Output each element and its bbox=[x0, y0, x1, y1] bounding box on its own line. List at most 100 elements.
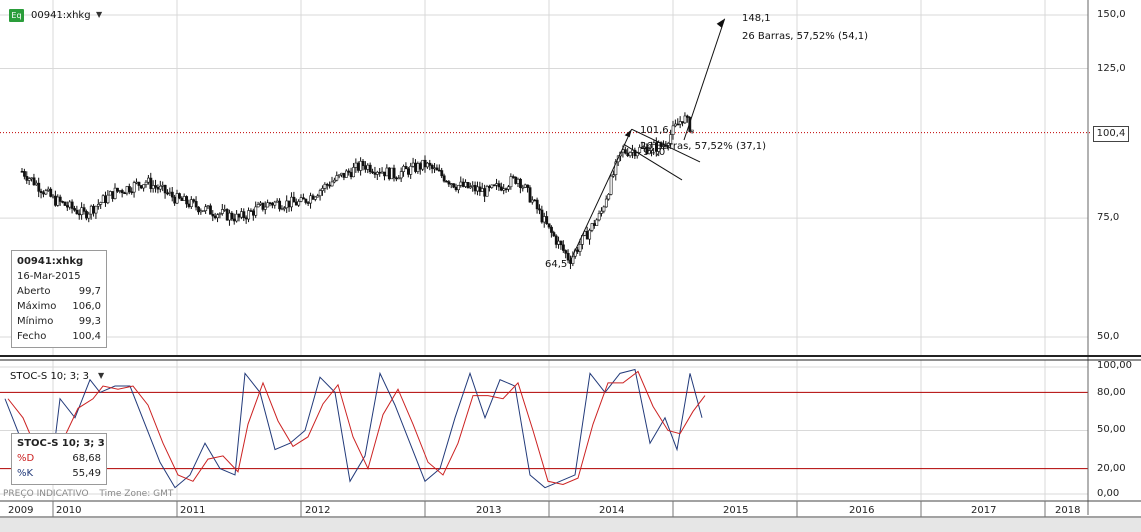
candle-body bbox=[51, 195, 55, 198]
candle-body bbox=[290, 196, 293, 208]
candle-body bbox=[154, 185, 158, 188]
candle-body bbox=[585, 231, 589, 240]
stoch-tick-50: 50,00 bbox=[1097, 424, 1126, 435]
candle-body bbox=[597, 213, 601, 221]
candle-body bbox=[488, 186, 491, 188]
candle-body bbox=[435, 167, 439, 171]
candle-body bbox=[564, 250, 568, 254]
candle-body bbox=[199, 210, 203, 213]
candle-body bbox=[20, 171, 24, 173]
candle-body bbox=[471, 185, 475, 187]
candle-body bbox=[80, 207, 84, 215]
x-tick-2013: 2013 bbox=[476, 505, 502, 516]
candle-body bbox=[185, 196, 189, 205]
candle-body bbox=[27, 178, 31, 181]
candle-body bbox=[261, 202, 265, 210]
candle-body bbox=[302, 197, 305, 200]
candle-body bbox=[228, 212, 231, 221]
channel-line bbox=[623, 143, 683, 181]
candle-body bbox=[99, 202, 103, 205]
info-row-open: Aberto 99,7 bbox=[17, 286, 101, 297]
candle-body bbox=[595, 219, 599, 226]
candle-body bbox=[507, 186, 510, 190]
symbol-label[interactable]: 00941:xhkg bbox=[31, 10, 91, 21]
candle-body bbox=[271, 203, 274, 206]
candle-body bbox=[624, 149, 627, 154]
candle-body bbox=[497, 183, 501, 188]
stoch-d-line bbox=[7, 370, 706, 485]
candle-body bbox=[416, 163, 420, 172]
y-tick-150: 150,0 bbox=[1097, 9, 1126, 20]
info-open-label: Aberto bbox=[17, 286, 51, 297]
candle-body bbox=[175, 193, 179, 204]
candle-body bbox=[178, 193, 181, 199]
equity-badge-icon[interactable]: Eq bbox=[9, 9, 24, 22]
symbol-dropdown-icon[interactable]: ▼ bbox=[96, 10, 103, 19]
candle-body bbox=[173, 196, 177, 204]
candle-body bbox=[66, 205, 69, 208]
candle-body bbox=[275, 200, 279, 203]
info-title: 00941:xhkg bbox=[17, 256, 84, 267]
candle-body bbox=[509, 176, 513, 188]
candle-body bbox=[30, 177, 34, 180]
candle-body bbox=[230, 212, 234, 220]
candle-body bbox=[325, 183, 329, 186]
candle-body bbox=[521, 186, 525, 189]
y-tick-50: 50,0 bbox=[1097, 331, 1120, 342]
candle-body bbox=[674, 123, 677, 127]
info-low-label: Mínimo bbox=[17, 316, 54, 327]
candle-body bbox=[135, 181, 138, 184]
candle-body bbox=[266, 202, 270, 208]
candle-body bbox=[25, 176, 29, 181]
candle-body bbox=[669, 134, 673, 144]
candle-body bbox=[531, 199, 534, 203]
stoch-tick-80: 80,00 bbox=[1097, 387, 1126, 398]
candle-body bbox=[337, 174, 341, 177]
candle-body bbox=[156, 187, 160, 190]
candle-body bbox=[676, 123, 680, 126]
candle-body bbox=[225, 209, 229, 221]
candle-body bbox=[280, 208, 284, 211]
trend-line-down bbox=[631, 128, 701, 163]
candle-body bbox=[161, 184, 165, 187]
candle-body bbox=[35, 182, 38, 186]
projection-line bbox=[683, 18, 726, 141]
last-price-tag: 100,4 bbox=[1093, 126, 1129, 142]
candle-body bbox=[380, 171, 384, 174]
candle-body bbox=[197, 206, 200, 213]
candle-body bbox=[314, 196, 317, 200]
stoch-title[interactable]: STOC-S 10; 3; 3 bbox=[10, 371, 89, 382]
candle-body bbox=[211, 213, 215, 217]
stoch-tick-100: 100,00 bbox=[1097, 360, 1132, 371]
candle-body bbox=[552, 232, 556, 237]
candle-body bbox=[607, 194, 611, 200]
candle-body bbox=[407, 168, 410, 175]
candle-body bbox=[373, 172, 377, 175]
stoch-dropdown-icon[interactable]: ▼ bbox=[98, 371, 105, 380]
candle-body bbox=[414, 162, 417, 172]
candle-body bbox=[268, 202, 272, 205]
candle-body bbox=[58, 196, 62, 202]
x-tick-2017: 2017 bbox=[971, 505, 997, 516]
y-tick-125: 125,0 bbox=[1097, 63, 1126, 74]
candle-body bbox=[588, 229, 592, 240]
candle-body bbox=[216, 214, 220, 219]
candle-body bbox=[323, 183, 327, 189]
candle-body bbox=[254, 206, 258, 216]
candle-body bbox=[139, 185, 143, 189]
candle-body bbox=[120, 190, 124, 194]
candle-body bbox=[461, 181, 465, 187]
candle-body bbox=[235, 213, 239, 222]
projection-arrow-icon bbox=[716, 18, 725, 28]
candle-body bbox=[63, 201, 67, 206]
candle-body bbox=[213, 215, 217, 219]
candle-body bbox=[440, 170, 444, 177]
stoch-tick-20: 20,00 bbox=[1097, 463, 1126, 474]
candle-body bbox=[433, 167, 437, 170]
candle-body bbox=[511, 176, 515, 178]
candle-body bbox=[330, 181, 334, 187]
candle-body bbox=[562, 244, 565, 251]
stoch-k-label: %K bbox=[17, 468, 34, 479]
candle-body bbox=[593, 223, 596, 226]
candle-body bbox=[111, 191, 115, 199]
